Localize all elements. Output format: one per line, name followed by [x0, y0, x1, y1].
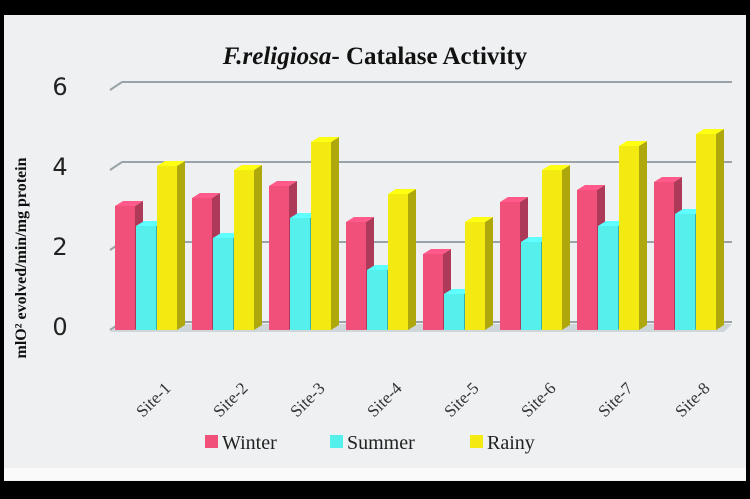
bar-top	[388, 189, 416, 194]
legend-swatch-winter	[205, 435, 218, 448]
bar-rainy	[311, 137, 339, 330]
bar-front	[346, 222, 366, 330]
bar-side	[716, 129, 724, 330]
bar-front	[269, 186, 289, 330]
bars	[115, 129, 724, 330]
bar-front	[311, 142, 331, 330]
bar-front	[444, 294, 464, 330]
y-tick-label: 6	[52, 73, 67, 101]
bar-top	[346, 217, 374, 222]
x-tick-label: Site-5	[440, 379, 482, 421]
bar-front	[465, 222, 485, 330]
bar-top	[500, 197, 528, 202]
bar-front	[598, 226, 618, 330]
bar-rainy	[234, 165, 262, 330]
bar-side	[254, 165, 262, 330]
x-tick-label: Site-8	[671, 379, 713, 421]
bar-top	[269, 181, 297, 186]
bar-front	[619, 146, 639, 330]
bar-front	[367, 270, 387, 330]
legend: Winter Summer Rainy	[205, 432, 535, 454]
bar-front	[500, 202, 520, 330]
legend-swatch-rainy	[470, 435, 483, 448]
bar-top	[696, 129, 724, 134]
legend-label-winter: Winter	[222, 432, 277, 454]
bar-front	[115, 206, 135, 330]
bar-front	[696, 134, 716, 330]
x-axis-labels: Site-1 Site-2 Site-3 Site-4 Site-5 Site-6 Site…	[132, 378, 713, 421]
bar-top	[654, 177, 682, 182]
bar-front	[388, 194, 408, 330]
x-tick-label: Site-7	[594, 378, 637, 421]
bar-side	[639, 141, 647, 330]
bar-winter	[423, 249, 451, 330]
bar-side	[331, 137, 339, 330]
x-tick-label: Site-4	[363, 378, 406, 421]
bar-front	[234, 170, 254, 330]
y-axis-label: mlO² evolved/min/mg protein	[13, 157, 30, 358]
bar-front	[136, 226, 156, 330]
bar-front	[654, 182, 674, 330]
bar-front	[213, 238, 233, 330]
gridline-diagonal	[109, 161, 123, 171]
bar-front	[192, 198, 212, 330]
bar-top	[234, 165, 262, 170]
y-tick-label: 4	[52, 153, 67, 181]
chart-title-species: F.religiosa	[222, 43, 332, 70]
bar-side	[408, 189, 416, 330]
bar-rainy	[465, 217, 493, 330]
bar-side	[562, 165, 570, 330]
x-tick-label: Site-1	[132, 379, 174, 421]
bar-top	[115, 201, 143, 206]
bar-front	[157, 166, 177, 330]
y-tick-label: 2	[52, 233, 67, 261]
bar-rainy	[696, 129, 724, 330]
legend-swatch-summer	[330, 435, 343, 448]
legend-label-rainy: Rainy	[487, 432, 535, 454]
chart-title-rest: - Catalase Activity	[331, 43, 527, 70]
x-tick-label: Site-2	[209, 379, 251, 421]
bar-top	[157, 161, 185, 166]
bar-top	[577, 185, 605, 190]
x-tick-label: Site-3	[286, 379, 328, 421]
legend-label-summer: Summer	[347, 432, 415, 454]
y-tick-label: 0	[52, 313, 67, 341]
bar-top	[192, 193, 220, 198]
bar-front	[423, 254, 443, 330]
bar-rainy	[619, 141, 647, 330]
bar-rainy	[388, 189, 416, 330]
bar-side	[485, 217, 493, 330]
bar-top	[542, 165, 570, 170]
bar-front	[290, 218, 310, 330]
bar-top	[619, 141, 647, 146]
bar-front	[542, 170, 562, 330]
chart-floor	[110, 324, 732, 332]
bar-rainy	[542, 165, 570, 330]
gridline-diagonal	[109, 81, 123, 91]
x-tick-label: Site-6	[517, 379, 559, 421]
panel-bottom-strip	[4, 468, 746, 480]
bar-rainy	[157, 161, 185, 330]
bar-front	[577, 190, 597, 330]
bar-top	[311, 137, 339, 142]
bar-front	[675, 214, 695, 330]
bar-front	[521, 242, 541, 330]
chart-title: F.religiosa- Catalase Activity	[222, 43, 528, 70]
y-axis-ticks: 0 2 4 6	[52, 73, 67, 341]
bar-side	[177, 161, 185, 330]
bar-top	[465, 217, 493, 222]
bar-top	[423, 249, 451, 254]
